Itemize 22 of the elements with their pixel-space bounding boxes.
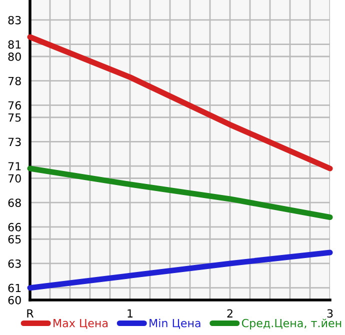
y-tick-label: 80	[8, 52, 21, 61]
y-tick-label: 65	[8, 235, 21, 244]
legend-label: Сред.Цена, т.йен	[242, 318, 342, 330]
x-tick-label: R	[27, 309, 34, 318]
y-tick-label: 73	[8, 138, 21, 146]
y-tick-label: 71	[8, 162, 21, 170]
y-tick-label: 70	[8, 174, 21, 183]
x-tick-label: 2	[227, 309, 232, 318]
y-tick-label: 60	[8, 296, 21, 304]
x-tick-label: 1	[128, 309, 133, 318]
y-tick-label: 76	[8, 101, 21, 110]
y-tick-label: 61	[8, 284, 21, 292]
y-tick-label: 68	[8, 198, 21, 207]
legend-label: Min Цена	[150, 318, 200, 329]
legend-label: Max Цена	[54, 319, 108, 329]
x-tick-label: 3	[327, 309, 333, 318]
y-tick-label: 75	[8, 113, 21, 122]
y-tick-label: 63	[8, 259, 21, 268]
y-tick-label: 66	[8, 222, 21, 232]
y-tick-label: 78	[8, 76, 21, 86]
y-tick-label: 83	[8, 16, 21, 24]
y-tick-label: 81	[8, 40, 21, 49]
